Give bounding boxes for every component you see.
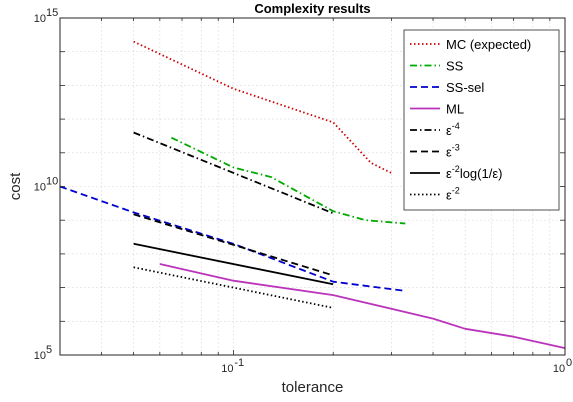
y-axis-label: cost	[7, 172, 24, 200]
y-tick-label: 10	[34, 182, 46, 194]
y-tick-label: 10	[34, 350, 46, 362]
series-line-4	[133, 131, 334, 215]
y-tick-exponent: 5	[46, 344, 52, 356]
series-line-1	[171, 136, 406, 225]
y-tick-label: 10	[34, 13, 46, 25]
legend-label-0: MC (expected)	[446, 37, 531, 52]
x-tick-exponent: -1	[234, 357, 244, 369]
x-tick-label: 10	[221, 363, 233, 375]
legend-label-6: ε-2log(1/ε)	[446, 164, 502, 181]
series-line-2	[59, 185, 406, 292]
legend-label-3: ML	[446, 102, 464, 117]
x-tick-exponent: 0	[566, 357, 572, 369]
series-layer	[59, 40, 566, 349]
legend-label-1: SS	[446, 59, 464, 74]
x-tick-label: 10	[553, 363, 565, 375]
x-axis-label: tolerance	[282, 379, 344, 396]
legend-label-exponent: -3	[452, 143, 460, 153]
legend-label-exponent: -2	[452, 164, 460, 174]
y-tick-exponent: 15	[46, 7, 58, 19]
chart-title: Complexity results	[254, 1, 370, 16]
legend-label-suffix: log(1/ε)	[460, 166, 503, 181]
series-line-3	[159, 263, 566, 349]
legend-label-exponent: -2	[452, 186, 460, 196]
legend-label-exponent: -4	[452, 121, 460, 131]
legend: MC (expected)SSSS-selMLε-4ε-3ε-2log(1/ε)…	[403, 29, 560, 211]
y-tick-exponent: 10	[46, 176, 58, 188]
series-line-5	[133, 213, 334, 277]
legend-label-2: SS-sel	[446, 80, 484, 95]
legend-box	[403, 29, 560, 211]
series-line-6	[133, 242, 334, 286]
